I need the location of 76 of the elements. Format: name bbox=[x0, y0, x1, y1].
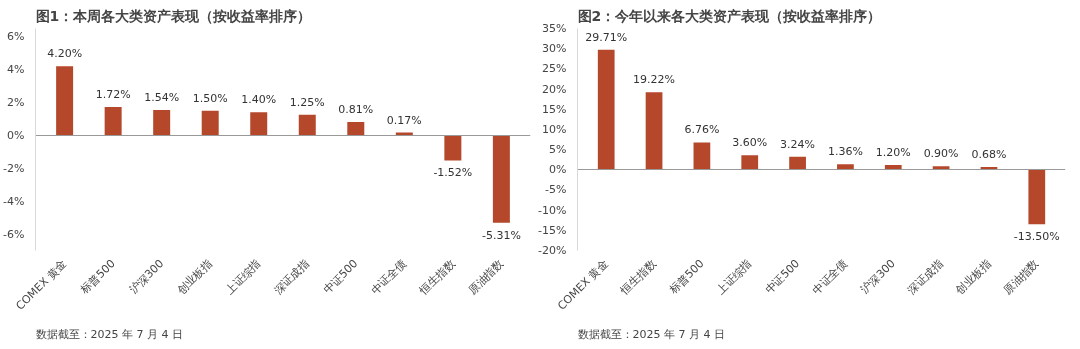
y-tick-label: 15% bbox=[542, 102, 567, 116]
x-tick-label: 沪深300 bbox=[126, 256, 167, 297]
bar bbox=[298, 114, 316, 136]
bar bbox=[201, 110, 219, 136]
data-label: -1.52% bbox=[433, 166, 473, 180]
bar bbox=[597, 49, 615, 170]
bar bbox=[492, 135, 510, 223]
data-label: 4.20% bbox=[47, 47, 83, 61]
x-tick-label: 中证全债 bbox=[809, 256, 851, 298]
x-tick-label: 创业板指 bbox=[953, 256, 994, 298]
y-tick-label: 6% bbox=[7, 30, 25, 44]
data-label: 0.68% bbox=[971, 148, 1007, 162]
data-label: 1.54% bbox=[144, 91, 180, 105]
data-label: 1.72% bbox=[95, 88, 131, 102]
bar bbox=[837, 164, 854, 170]
x-tick-label: 恒生指数 bbox=[617, 256, 659, 298]
y-tick-label: -6% bbox=[3, 227, 25, 241]
bar bbox=[444, 135, 462, 161]
y-tick-label: -4% bbox=[3, 194, 25, 208]
data-label: 1.36% bbox=[827, 145, 863, 159]
x-tick-label: 原油指数 bbox=[465, 256, 506, 298]
bar bbox=[645, 92, 663, 170]
x-tick-label: 沪深300 bbox=[858, 256, 898, 297]
x-tick-label: 上证综指 bbox=[714, 256, 755, 298]
bar bbox=[693, 142, 711, 170]
y-tick-label: -5% bbox=[545, 183, 567, 197]
y-tick-label: 30% bbox=[542, 42, 567, 56]
text: 数据截至：2025 年 7 月 4 日 bbox=[577, 327, 725, 341]
bar bbox=[789, 156, 806, 170]
data-label: 1.50% bbox=[192, 91, 228, 105]
text: 数据截至：2025 年 7 月 4 日 bbox=[35, 327, 183, 341]
y-tick-label: 35% bbox=[542, 22, 567, 35]
y-tick-label: 2% bbox=[7, 96, 25, 109]
y-tick-label: -10% bbox=[538, 203, 567, 217]
y-tick-label: 0% bbox=[7, 128, 25, 142]
chart-title: 图1：本周各大类资产表现（按收益率排序） bbox=[35, 7, 312, 24]
chart-title: 图2：今年以来各大类资产表现（按收益率排序） bbox=[577, 7, 882, 24]
x-tick-label: 创业板指 bbox=[174, 256, 215, 298]
bar bbox=[250, 112, 268, 136]
y-tick-label: 0% bbox=[549, 163, 567, 177]
x-tick-label: 中证500 bbox=[762, 256, 803, 297]
y-tick-label: 10% bbox=[542, 122, 567, 136]
y-tick-label: -2% bbox=[3, 161, 25, 175]
y-tick-label: 20% bbox=[542, 82, 567, 96]
x-tick-label: 深证成指 bbox=[271, 256, 312, 298]
data-label: 0.17% bbox=[386, 113, 422, 127]
data-label: -13.50% bbox=[1013, 230, 1060, 244]
x-tick-label: 中证全债 bbox=[368, 256, 409, 298]
data-label: 29.71% bbox=[585, 30, 628, 44]
y-tick-label: -15% bbox=[538, 223, 567, 237]
data-label: -5.31% bbox=[481, 228, 521, 242]
x-tick-label: 深证成指 bbox=[905, 256, 946, 298]
y-tick-label: -20% bbox=[538, 244, 567, 257]
data-label: 3.60% bbox=[732, 136, 768, 150]
y-tick-label: 5% bbox=[549, 143, 567, 157]
x-tick-label: 标普500 bbox=[666, 256, 707, 298]
bar bbox=[104, 107, 122, 136]
bar bbox=[741, 155, 759, 170]
data-label: 19.22% bbox=[633, 73, 676, 87]
x-tick-label: 原油指数 bbox=[1001, 256, 1042, 298]
data-label: 6.76% bbox=[684, 123, 720, 137]
x-tick-label: 上证综指 bbox=[223, 256, 264, 298]
data-label: 3.24% bbox=[780, 137, 816, 151]
bar bbox=[56, 66, 74, 136]
data-label: 0.90% bbox=[923, 147, 959, 161]
bar bbox=[1028, 169, 1046, 225]
y-tick-label: 25% bbox=[542, 62, 567, 76]
x-tick-label: 恒生指数 bbox=[416, 256, 458, 298]
x-tick-label: 标普500 bbox=[77, 256, 118, 298]
data-label: 1.20% bbox=[875, 145, 911, 159]
bar bbox=[153, 110, 171, 136]
bar bbox=[347, 122, 365, 136]
y-tick-label: 4% bbox=[7, 63, 25, 77]
data-label: 1.25% bbox=[289, 95, 325, 109]
data-label: 1.40% bbox=[241, 93, 277, 107]
data-label: 0.81% bbox=[338, 103, 374, 117]
